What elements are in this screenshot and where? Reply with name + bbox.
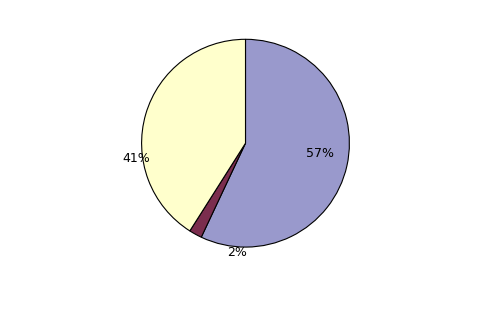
Text: 41%: 41%: [123, 152, 150, 165]
Wedge shape: [190, 143, 246, 237]
Wedge shape: [201, 39, 350, 247]
Wedge shape: [141, 39, 246, 231]
Text: 57%: 57%: [306, 147, 334, 160]
Text: 2%: 2%: [227, 246, 247, 259]
